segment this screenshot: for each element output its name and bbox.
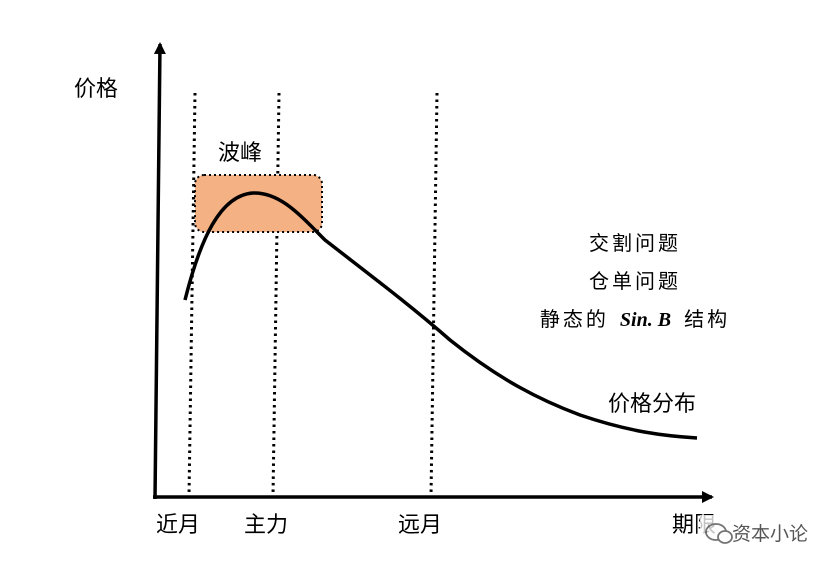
curve-label: 价格分布 bbox=[608, 391, 696, 416]
y-axis bbox=[153, 42, 166, 500]
watermark: 资本小论 bbox=[700, 515, 832, 549]
x-marker-label: 主力 bbox=[244, 512, 288, 537]
marker-line bbox=[429, 92, 439, 497]
x-marker-label: 近月 bbox=[156, 512, 200, 537]
price-curve bbox=[183, 191, 698, 440]
x-marker-label: 远月 bbox=[398, 512, 442, 537]
peak-box bbox=[194, 174, 323, 233]
watermark-text: 资本小论 bbox=[732, 523, 808, 545]
marker-line bbox=[271, 92, 281, 497]
marker-line bbox=[187, 92, 197, 497]
note-line: 仓单问题 bbox=[589, 270, 681, 293]
y-axis-label: 价格 bbox=[74, 76, 118, 101]
note-line: 交割问题 bbox=[589, 232, 681, 255]
note-text: 结构 bbox=[684, 308, 730, 331]
note-text: 静态的 bbox=[540, 308, 609, 331]
note-emphasis: Sin. B bbox=[620, 309, 671, 331]
peak-label: 波峰 bbox=[218, 140, 262, 165]
note-line: 静态的 Sin. B 结构 bbox=[540, 308, 730, 331]
watermark-icon bbox=[717, 530, 733, 544]
